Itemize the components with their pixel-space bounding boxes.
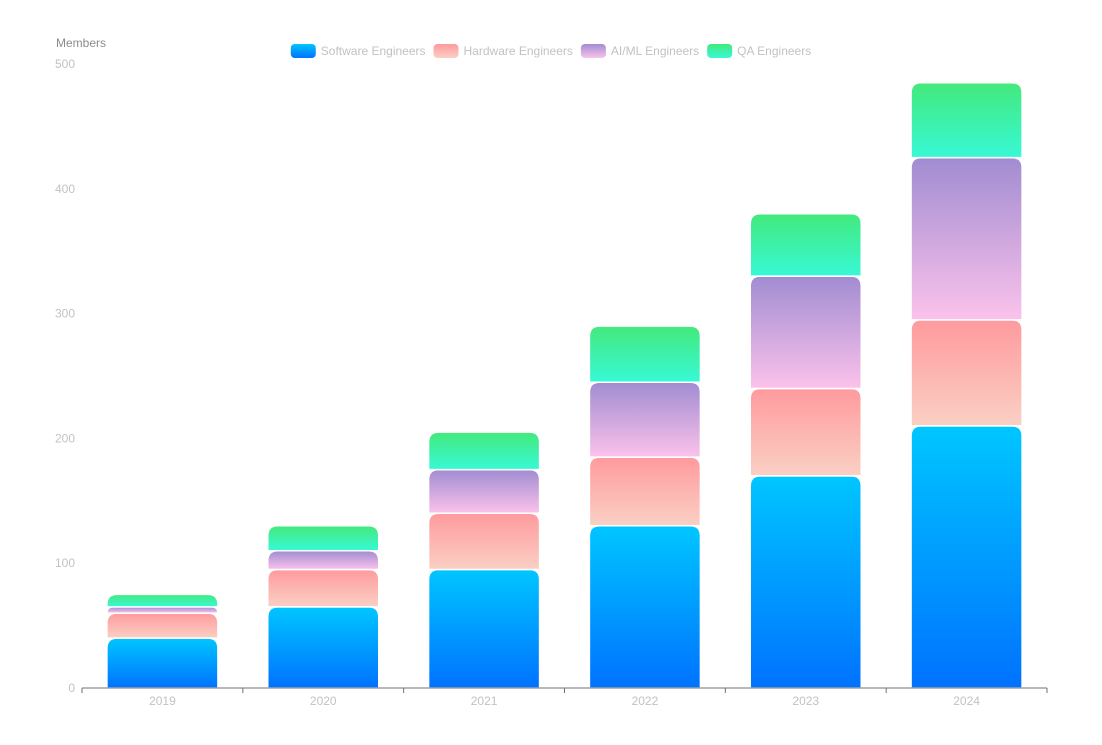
bar-hardware-engineers-2022[interactable] [588, 456, 702, 527]
bar-ai-ml-engineers-2023[interactable] [749, 275, 862, 390]
bar-software-engineers-2022[interactable] [588, 525, 702, 689]
bar-ai-ml-engineers-2019[interactable] [106, 606, 219, 614]
y-tick-label: 500 [55, 57, 75, 71]
legend-label: Hardware Engineers [464, 44, 573, 58]
bar-qa-engineers-2024[interactable] [910, 81, 1023, 159]
legend-swatch [580, 44, 606, 58]
bar-qa-engineers-2019[interactable] [106, 593, 219, 608]
bar-hardware-engineers-2019[interactable] [106, 612, 219, 639]
bar-qa-engineers-2020[interactable] [267, 525, 380, 552]
legend-swatch [433, 44, 459, 58]
legend-item-ai-ml-engineers[interactable]: AI/ML Engineers [580, 44, 699, 58]
bar-hardware-engineers-2021[interactable] [427, 512, 541, 571]
legend-swatch [707, 44, 733, 58]
x-tick-label-2020: 2020 [310, 694, 337, 708]
legend-item-hardware-engineers[interactable]: Hardware Engineers [433, 44, 573, 58]
y-tick-label: 0 [68, 681, 75, 695]
bar-hardware-engineers-2024[interactable] [910, 319, 1023, 427]
y-axis-title: Members [56, 36, 106, 50]
bar-hardware-engineers-2020[interactable] [267, 568, 380, 608]
legend-label: QA Engineers [737, 44, 811, 58]
bar-software-engineers-2019[interactable] [106, 637, 219, 689]
y-tick-label: 400 [55, 182, 75, 196]
bar-software-engineers-2021[interactable] [427, 568, 541, 689]
y-tick-label: 200 [55, 431, 75, 445]
bar-ai-ml-engineers-2024[interactable] [910, 156, 1023, 321]
x-axis: 2019 2020 2021 2022 2023 2024 [81, 688, 1048, 708]
legend-swatch [290, 44, 316, 58]
bar-qa-engineers-2021[interactable] [427, 431, 541, 471]
y-axis: 0 100 200 300 400 500 [55, 57, 75, 695]
bar-ai-ml-engineers-2020[interactable] [267, 549, 380, 571]
bar-qa-engineers-2023[interactable] [749, 213, 862, 277]
y-tick-label: 300 [55, 307, 75, 321]
bar-qa-engineers-2022[interactable] [588, 325, 702, 383]
bars [106, 81, 1023, 689]
legend-label: AI/ML Engineers [611, 44, 699, 58]
x-tick-label-2022: 2022 [632, 694, 659, 708]
bar-software-engineers-2023[interactable] [749, 475, 862, 689]
x-tick-label-2023: 2023 [792, 694, 819, 708]
bar-software-engineers-2024[interactable] [910, 425, 1023, 689]
x-tick-label-2021: 2021 [471, 694, 498, 708]
y-tick-label: 100 [55, 556, 75, 570]
bar-software-engineers-2020[interactable] [267, 606, 380, 689]
x-tick-label-2019: 2019 [149, 694, 176, 708]
legend-label: Software Engineers [321, 44, 426, 58]
bar-ai-ml-engineers-2021[interactable] [427, 468, 541, 515]
x-tick-label-2024: 2024 [953, 694, 980, 708]
legend-item-software-engineers[interactable]: Software Engineers [290, 44, 426, 58]
legend: Software Engineers Hardware Engineers AI/M… [290, 44, 811, 58]
bar-hardware-engineers-2023[interactable] [749, 387, 862, 477]
bar-ai-ml-engineers-2022[interactable] [588, 381, 702, 458]
legend-item-qa-engineers[interactable]: QA Engineers [707, 44, 811, 58]
